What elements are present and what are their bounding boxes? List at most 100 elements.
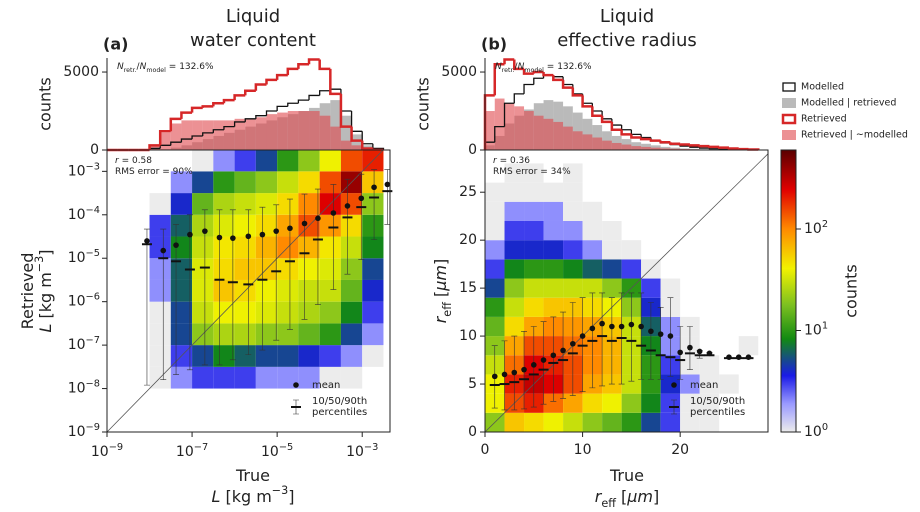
hist-step <box>319 90 331 96</box>
percentile-bar <box>384 169 391 225</box>
y-tick-label: 10−3 <box>68 161 100 180</box>
mean-point <box>657 331 664 337</box>
density-cell <box>170 171 193 194</box>
density-cell <box>524 259 544 279</box>
text-part: / <box>515 62 519 72</box>
density-cell <box>641 374 661 394</box>
density-cell <box>255 149 278 172</box>
mean-point <box>570 340 576 347</box>
hist-step <box>180 111 193 119</box>
hist-bar <box>202 120 214 150</box>
density-cell <box>485 316 505 337</box>
density-cell <box>582 278 603 298</box>
hist-bar <box>287 111 299 150</box>
y-tick-label: 10−6 <box>68 291 100 310</box>
one-to-one-line <box>484 153 769 433</box>
density-cell <box>543 259 564 279</box>
density-cell <box>543 240 564 260</box>
hist-step <box>542 72 554 77</box>
tick-base: 10 <box>804 221 822 237</box>
hist-step <box>222 98 235 104</box>
text-part: ] <box>288 487 294 506</box>
hist-step <box>513 59 525 71</box>
mean-point <box>628 321 635 328</box>
percentile-bar <box>647 302 654 380</box>
density-cell <box>149 279 171 302</box>
mean-point <box>358 195 365 202</box>
density-cell <box>234 236 256 259</box>
density-cell <box>255 236 278 259</box>
mean-point <box>521 366 527 373</box>
density-cell <box>362 214 384 237</box>
y-tick-label: 5000 <box>63 64 99 80</box>
text-part: L <box>211 487 220 506</box>
hist-step <box>307 58 320 65</box>
hist-step <box>727 147 739 150</box>
hist-bar <box>340 115 352 150</box>
density-cell <box>277 171 299 194</box>
ratio-annotation: Nretr./Nmodel = 132.6% <box>495 62 592 74</box>
hist-bar <box>160 132 171 150</box>
mean-point <box>677 349 683 356</box>
density-cell <box>255 366 278 389</box>
hist-bar <box>266 114 278 150</box>
hist-step <box>169 117 182 132</box>
density-cell <box>719 374 739 394</box>
density-cell <box>170 301 193 324</box>
hist-bar <box>641 146 651 150</box>
hist-step <box>522 68 534 75</box>
tick-exponent: −9 <box>109 442 123 453</box>
density-cell <box>362 323 384 346</box>
mean-point <box>160 247 167 254</box>
hist-step <box>640 134 651 139</box>
text-part: RMS error = 34% <box>493 167 571 177</box>
percentile-bar <box>314 188 321 305</box>
hist-bar <box>255 117 267 150</box>
density-cell <box>621 259 642 279</box>
hist-step <box>572 84 583 95</box>
hist-bar <box>234 118 246 150</box>
hist-bar <box>504 103 515 150</box>
density-cell <box>234 149 256 172</box>
text-part: [kg m <box>220 487 271 506</box>
hist-bar <box>524 111 534 150</box>
density-cell <box>524 182 544 202</box>
density-cell <box>149 236 171 259</box>
density-cell <box>192 149 214 172</box>
mean-point <box>735 354 742 360</box>
density-cell <box>234 301 256 324</box>
density-cell <box>213 171 235 194</box>
density-cell <box>298 366 320 389</box>
density-cell <box>234 366 256 389</box>
mean-point <box>144 238 150 244</box>
density-cell <box>699 393 720 413</box>
hist-step <box>669 142 681 146</box>
hist-bar <box>563 126 573 150</box>
hist-step <box>562 76 573 86</box>
hist-step <box>191 135 203 140</box>
percentile-bar <box>173 224 180 375</box>
hist-step <box>591 106 603 117</box>
density-cell <box>170 323 193 346</box>
density-cell <box>277 149 299 172</box>
tick-base: 10 <box>804 424 822 440</box>
legend-swatch <box>782 130 796 140</box>
percentile-bar <box>273 204 280 341</box>
hist-bar <box>650 147 661 150</box>
hist-bar <box>319 115 331 150</box>
hist-bar <box>582 134 593 150</box>
mean-point <box>371 184 377 191</box>
density-cell <box>563 201 583 221</box>
text-part: model <box>524 67 544 74</box>
mean-point <box>259 231 266 238</box>
density-cell <box>340 301 363 324</box>
mean-point <box>638 323 644 330</box>
tick-base: 10 <box>68 163 86 179</box>
mean-point <box>315 215 321 222</box>
mean-point <box>706 350 713 357</box>
density-cell <box>277 366 299 389</box>
density-cell <box>602 412 622 432</box>
legend-swatch <box>782 82 796 92</box>
text-part: Retrieved <box>18 253 37 330</box>
panel-title: water content <box>190 30 316 51</box>
